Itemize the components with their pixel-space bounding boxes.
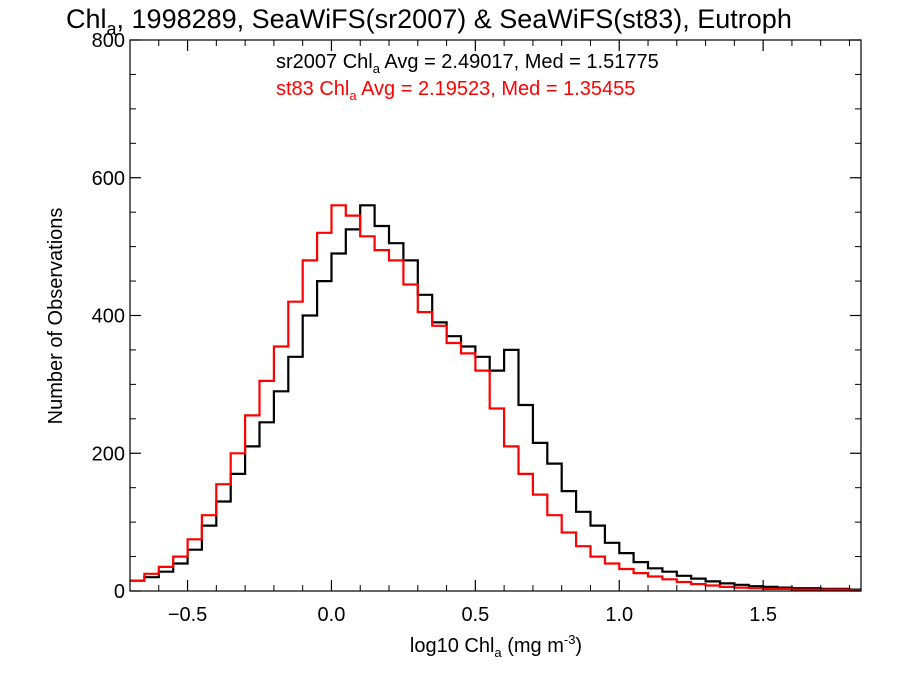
y-tick-label: 400 [92, 306, 125, 328]
series-line-sr2007 [130, 204, 861, 591]
series-line-st83 [130, 204, 861, 592]
x-tick-label: −0.5 [168, 604, 207, 626]
annotation-sr2007: sr2007 Chla Avg = 2.49017, Med = 1.51775 [276, 51, 659, 76]
series-layer [130, 204, 861, 592]
annotation-st83: st83 Chla Avg = 2.19523, Med = 1.35455 [276, 78, 635, 103]
y-tick-label: 800 [92, 30, 125, 52]
x-tick-label: 1.5 [749, 604, 777, 626]
y-tick-label: 0 [114, 581, 125, 603]
y-tick-label: 200 [92, 443, 125, 465]
x-tick-label: 0.5 [461, 604, 489, 626]
x-axis-label: log10 Chla (mg m-3) [410, 632, 582, 660]
axis-layer: −0.5 0.0 0.5 1.0 1.5 0 200 400 600 800 [92, 30, 861, 626]
chart-title: Chla, 1998289, SeaWiFS(sr2007) & SeaWiFS… [66, 4, 792, 39]
y-axis-label: Number of Observations [45, 208, 67, 425]
x-tick-label: 1.0 [605, 604, 633, 626]
y-tick-label: 600 [92, 168, 125, 190]
x-tick-label: 0.0 [318, 604, 346, 626]
